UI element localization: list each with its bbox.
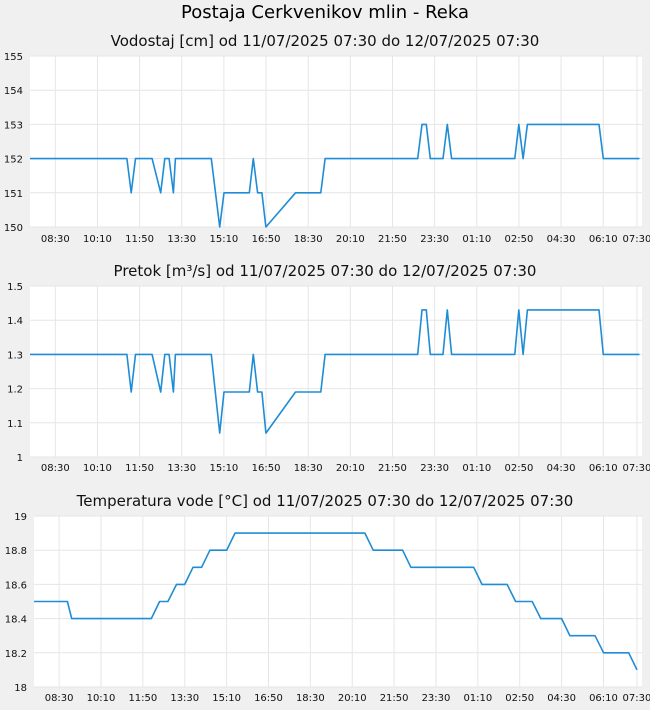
x-tick-label: 15:10: [209, 463, 238, 474]
series-line: [30, 123, 640, 228]
x-tick-label: 23:30: [420, 234, 449, 245]
y-tick-label: 1.1: [7, 419, 23, 430]
y-tick-label: 152: [4, 155, 23, 166]
chart-title: Pretok [m³/s] od 11/07/2025 07:30 do 12/…: [114, 262, 537, 280]
chart-3: Temperatura vode [°C] od 11/07/2025 07:3…: [5, 492, 650, 704]
x-tick-label: 01:10: [462, 463, 491, 474]
x-tick-label: 23:30: [422, 693, 451, 704]
x-tick-label: 15:10: [212, 693, 241, 704]
chart-title: Vodostaj [cm] od 11/07/2025 07:30 do 12/…: [111, 32, 540, 50]
series-line: [34, 532, 638, 671]
y-tick-label: 18.6: [5, 580, 27, 591]
x-tick-label: 11:50: [125, 463, 154, 474]
x-tick-label: 18:30: [294, 463, 323, 474]
x-tick-label: 16:50: [252, 463, 281, 474]
x-tick-label: 04:30: [547, 463, 576, 474]
x-tick-label: 13:30: [167, 234, 196, 245]
y-tick-label: 19: [14, 512, 27, 523]
chart-2: Pretok [m³/s] od 11/07/2025 07:30 do 12/…: [7, 262, 650, 474]
y-tick-label: 155: [4, 52, 23, 63]
x-tick-label: 13:30: [170, 693, 199, 704]
y-tick-label: 1.3: [7, 350, 23, 361]
x-tick-label: 20:10: [338, 693, 367, 704]
x-tick-label: 20:10: [336, 463, 365, 474]
x-tick-label: 08:30: [45, 693, 74, 704]
x-tick-label: 21:50: [380, 693, 409, 704]
y-tick-label: 1: [17, 453, 23, 464]
x-tick-label: 07:30: [623, 693, 650, 704]
x-tick-label: 08:30: [41, 234, 70, 245]
x-tick-label: 18:30: [294, 234, 323, 245]
x-tick-label: 21:50: [378, 463, 407, 474]
x-tick-label: 16:50: [254, 693, 283, 704]
chart-title: Temperatura vode [°C] od 11/07/2025 07:3…: [76, 492, 574, 510]
x-tick-label: 02:50: [505, 693, 534, 704]
y-tick-label: 150: [4, 223, 23, 234]
y-tick-label: 18.8: [5, 546, 27, 557]
x-tick-label: 15:10: [209, 234, 238, 245]
plot-area: [30, 56, 642, 227]
x-tick-label: 06:10: [589, 693, 618, 704]
x-tick-label: 10:10: [83, 463, 112, 474]
plot-area: [34, 516, 642, 687]
y-tick-label: 153: [4, 120, 23, 131]
y-tick-label: 151: [4, 189, 23, 200]
x-tick-label: 08:30: [41, 463, 70, 474]
x-tick-label: 20:10: [336, 234, 365, 245]
y-tick-label: 1.4: [7, 316, 23, 327]
x-tick-label: 01:10: [462, 234, 491, 245]
x-tick-label: 02:50: [505, 463, 534, 474]
x-tick-label: 13:30: [167, 463, 196, 474]
y-tick-label: 18.2: [5, 649, 27, 660]
x-tick-label: 10:10: [83, 234, 112, 245]
series-line: [30, 309, 640, 434]
x-tick-label: 10:10: [87, 693, 116, 704]
x-tick-label: 16:50: [252, 234, 281, 245]
x-tick-label: 07:30: [623, 463, 650, 474]
y-tick-label: 1.5: [7, 282, 23, 293]
x-tick-label: 11:50: [128, 693, 157, 704]
chart-1: Vodostaj [cm] od 11/07/2025 07:30 do 12/…: [4, 32, 650, 245]
x-tick-label: 07:30: [623, 234, 650, 245]
x-tick-label: 02:50: [505, 234, 534, 245]
plot-area: [30, 286, 642, 457]
x-tick-label: 01:10: [463, 693, 492, 704]
x-tick-label: 23:30: [420, 463, 449, 474]
y-tick-label: 1.2: [7, 385, 23, 396]
x-tick-label: 18:30: [296, 693, 325, 704]
x-tick-label: 06:10: [589, 463, 618, 474]
page-title: Postaja Cerkvenikov mlin - Reka: [180, 2, 469, 23]
x-tick-label: 06:10: [589, 234, 618, 245]
x-tick-label: 04:30: [547, 234, 576, 245]
x-tick-label: 21:50: [378, 234, 407, 245]
y-tick-label: 18.4: [5, 615, 27, 626]
x-tick-label: 11:50: [125, 234, 154, 245]
y-tick-label: 18: [14, 683, 27, 694]
x-tick-label: 04:30: [547, 693, 576, 704]
y-tick-label: 154: [4, 86, 23, 97]
